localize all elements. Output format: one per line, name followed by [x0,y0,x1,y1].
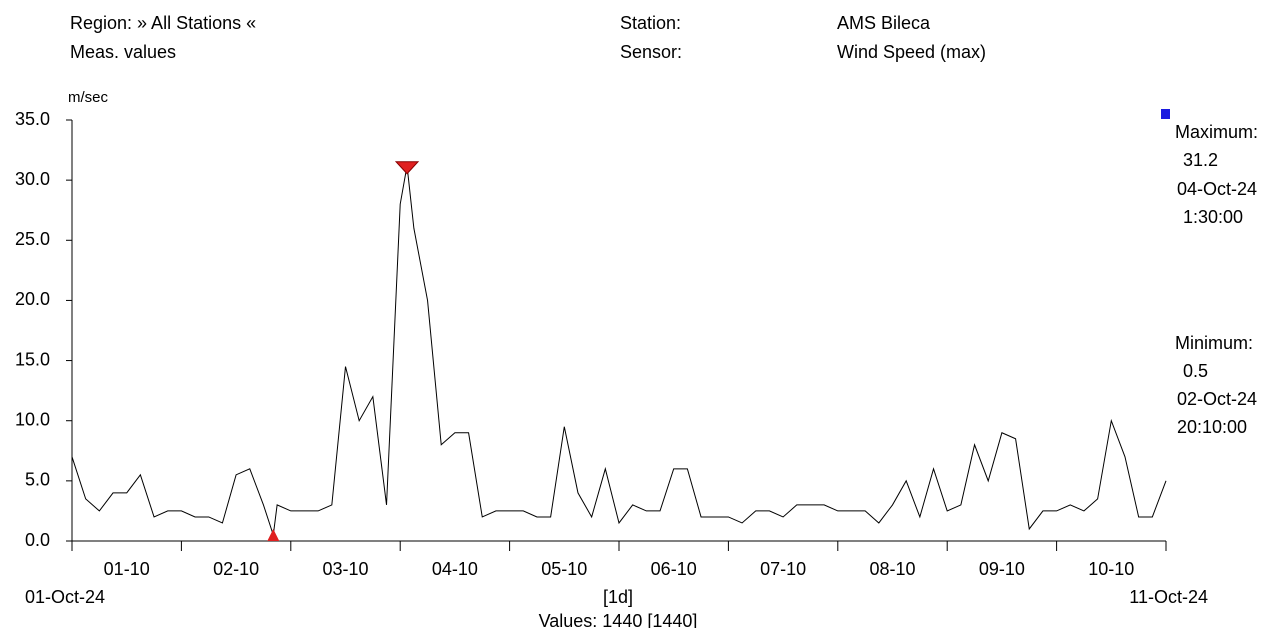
x-tick-label: 05-10 [541,559,587,579]
y-tick-label: 10.0 [15,409,50,429]
x-tick-label: 04-10 [432,559,478,579]
sensor: Wind Speed (max) [837,42,986,62]
region: Region: » All Stations « [70,13,256,33]
min-time: 20:10:00 [1177,417,1247,437]
start-label: 01-Oct-24 [25,587,105,607]
count: Values: 1440 [1440] [539,611,698,628]
min-marker [267,528,280,541]
x-tick-label: 10-10 [1088,559,1134,579]
max-date: 04-Oct-24 [1177,179,1257,199]
min-label: Minimum: [1175,333,1253,353]
x-tick-label: 08-10 [869,559,915,579]
y-tick-label: 5.0 [25,470,50,490]
max-time: 1:30:00 [1183,207,1243,227]
y-tick-label: 35.0 [15,109,50,129]
y-tick-label: 30.0 [15,169,50,189]
x-tick-label: 03-10 [322,559,368,579]
y-unit: m/sec [68,89,109,106]
y-tick-label: 0.0 [25,530,50,550]
max-value: 31.2 [1183,150,1218,170]
x-tick-label: 02-10 [213,559,259,579]
x-tick-label: 01-10 [104,559,150,579]
x-tick-label: 07-10 [760,559,806,579]
x-tick-label: 06-10 [651,559,697,579]
meas: Meas. values [70,42,176,62]
max-label: Maximum: [1175,122,1258,142]
station-label: Station: [620,13,681,33]
max-marker [394,161,420,175]
station: AMS Bileca [837,13,931,33]
end-label: 11-Oct-24 [1129,587,1208,607]
sensor-label: Sensor: [620,42,682,62]
series-line [71,165,1167,536]
y-tick-label: 15.0 [15,349,50,369]
x-tick-label: 09-10 [979,559,1025,579]
interval: [1d] [603,587,633,607]
min-value: 0.5 [1183,361,1208,381]
y-tick-label: 20.0 [15,289,50,309]
indicator [1161,109,1170,119]
y-tick-label: 25.0 [15,229,50,249]
min-date: 02-Oct-24 [1177,389,1257,409]
